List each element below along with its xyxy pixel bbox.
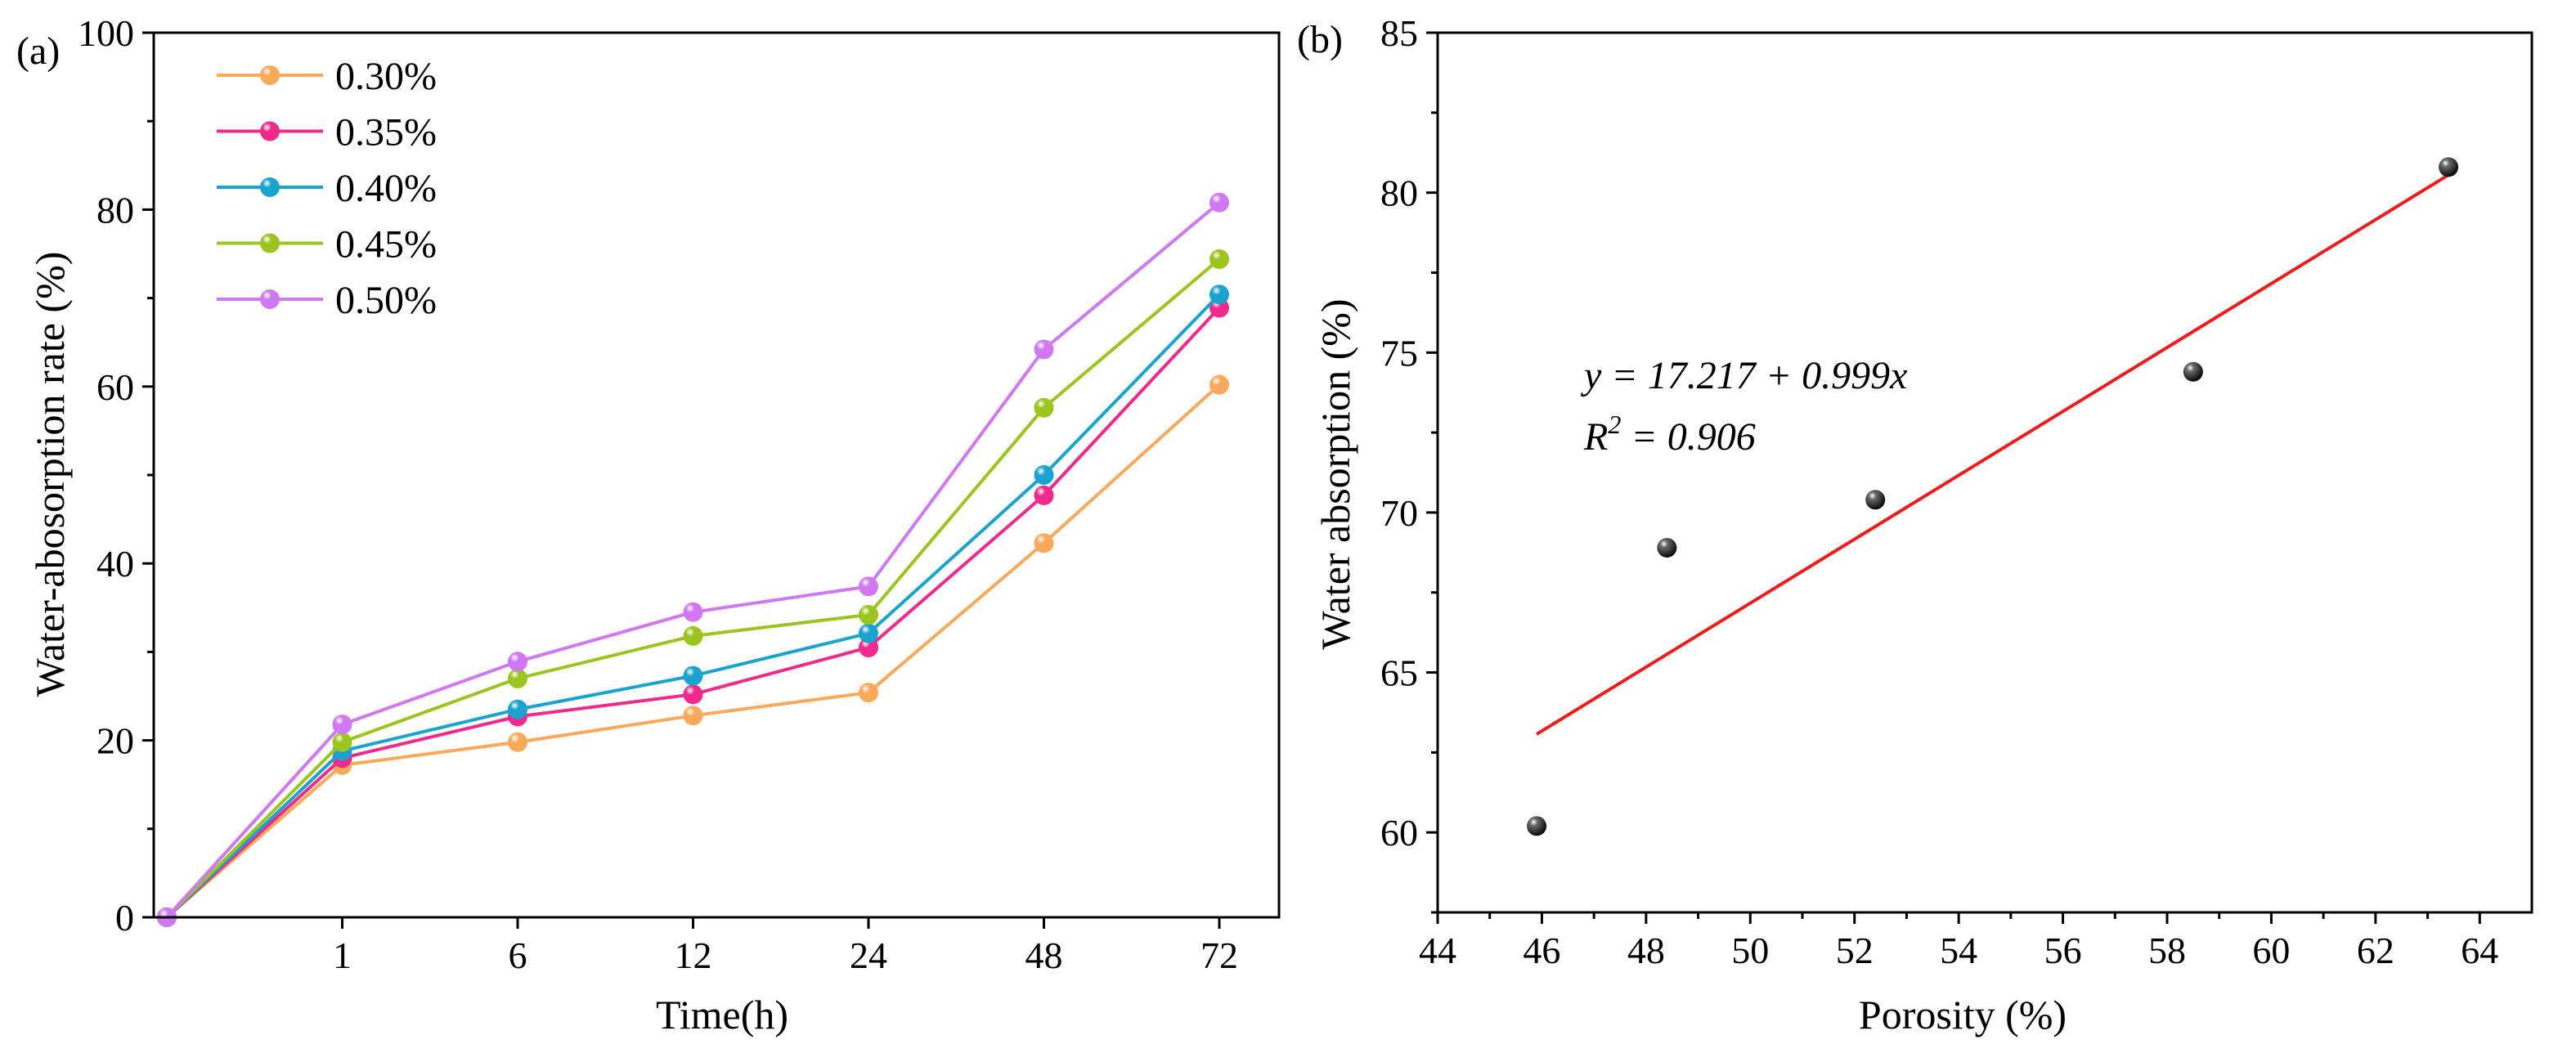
y-tick-label-b: 70: [1380, 492, 1418, 534]
x-tick-label-a: 72: [1200, 934, 1238, 976]
y-tick-label-a: 40: [96, 543, 134, 585]
legend-marker: [260, 121, 280, 141]
r-squared-prefix: R: [1583, 415, 1608, 459]
data-point-0.50%: [1209, 192, 1229, 213]
data-point-0.40%: [859, 623, 878, 643]
r-squared-sup: 2: [1608, 410, 1621, 439]
x-tick-label-a: 1: [333, 934, 352, 976]
r-squared: R2 = 0.906: [1583, 410, 1756, 459]
x-tick-label-b: 60: [2252, 930, 2290, 971]
data-point-0.30%: [1209, 374, 1229, 395]
data-point-0.45%: [1209, 249, 1229, 269]
fit-line: [1536, 173, 2450, 736]
panel-label-a: (a): [16, 29, 60, 73]
data-point-0.30%: [1034, 533, 1054, 553]
data-point-0.45%: [683, 625, 703, 646]
x-tick-label-a: 48: [1025, 934, 1063, 976]
panel-label-b: (b): [1297, 18, 1343, 61]
x-tick-label-b: 50: [1731, 930, 1769, 971]
scatter-point: [1865, 490, 1886, 510]
series-line-0.30%: [165, 383, 1221, 919]
x-axis-label-a: Time(h): [656, 992, 788, 1037]
legend-label: 0.35%: [335, 111, 437, 155]
y-axis-label-a: Water-abosorption rate (%): [27, 252, 73, 697]
legend-marker: [260, 289, 280, 309]
data-point-0.40%: [1209, 285, 1229, 305]
data-point-0.40%: [683, 665, 703, 686]
y-tick-label-b: 85: [1380, 12, 1418, 54]
r-squared-suffix: = 0.906: [1621, 415, 1755, 459]
x-tick-label-b: 56: [2044, 930, 2082, 971]
y-tick-label-b: 80: [1380, 173, 1418, 214]
y-axis-label-b: Water absorption (%): [1313, 298, 1358, 649]
plot-frame-a: [152, 31, 1281, 919]
data-point-0.35%: [1034, 485, 1054, 505]
y-tick-label-a: 80: [96, 189, 134, 231]
data-point-0.35%: [859, 637, 878, 657]
x-tick-label-a: 24: [850, 934, 887, 976]
x-tick-label-a: 12: [675, 934, 712, 976]
x-tick-label-b: 54: [1940, 930, 1977, 971]
legend-label: 0.50%: [335, 279, 437, 322]
y-tick-label-a: 20: [96, 720, 134, 762]
data-point-0.50%: [332, 715, 352, 735]
data-point-0.50%: [683, 602, 703, 622]
y-tick-label-b: 75: [1380, 332, 1418, 374]
legend-marker: [260, 65, 280, 85]
x-axis-label-b: Porosity (%): [1859, 992, 2067, 1037]
data-point-0.50%: [508, 652, 527, 672]
series-line-0.50%: [165, 201, 1221, 919]
data-point-0.30%: [683, 706, 703, 726]
plot-frame-b: [1436, 31, 2533, 914]
chart-b: (b) 60 65 70 75 80 85 44 46 48 50 52 54 56 58 60 62 64 y…: [1297, 12, 2533, 1037]
y-tick-label-b: 60: [1380, 812, 1418, 854]
data-point-0.45%: [508, 668, 527, 688]
data-point-0.30%: [859, 683, 878, 703]
x-tick-label-b: 52: [1836, 930, 1874, 971]
scatter-point: [1657, 537, 1677, 558]
chart-a: (a) 0 20 40 60 80 100 1 6 12 24 48 72 0.30% 0.35% 0.4…: [16, 12, 1281, 1037]
legend-marker: [260, 177, 280, 197]
data-point-0.40%: [508, 699, 527, 719]
data-point-0.45%: [1034, 397, 1054, 418]
data-point-0.45%: [859, 604, 878, 625]
legend-marker: [260, 233, 280, 253]
legend-label: 0.45%: [335, 223, 437, 267]
x-tick-label-b: 64: [2461, 930, 2498, 971]
x-tick-label-b: 62: [2357, 930, 2394, 971]
x-tick-label-b: 46: [1523, 930, 1560, 971]
series-line-0.45%: [165, 258, 1221, 919]
data-point-0.45%: [332, 732, 352, 752]
y-tick-label-a: 0: [115, 897, 134, 939]
scatter-point: [2183, 361, 2203, 382]
fit-equation: y = 17.217 + 0.999x: [1580, 354, 1907, 397]
y-tick-label-b: 65: [1380, 652, 1418, 694]
legend-label: 0.30%: [335, 55, 437, 98]
scatter-point: [1527, 816, 1547, 836]
data-point-0.50%: [859, 576, 878, 597]
y-tick-label-a: 100: [78, 12, 134, 54]
x-tick-label-b: 58: [2148, 930, 2186, 971]
data-point-0.30%: [508, 732, 527, 752]
data-point-0.50%: [1034, 339, 1054, 360]
data-point-0.40%: [1034, 465, 1054, 485]
legend-a: 0.30% 0.35% 0.40% 0.45% 0.50%: [217, 55, 437, 322]
x-tick-label-b: 44: [1419, 930, 1456, 971]
x-tick-label-a: 6: [509, 934, 527, 976]
legend-label: 0.40%: [335, 167, 437, 210]
x-tick-label-b: 48: [1627, 930, 1665, 971]
data-point-0.35%: [683, 684, 703, 705]
y-tick-label-a: 60: [96, 366, 134, 408]
scatter-point: [2439, 157, 2459, 177]
